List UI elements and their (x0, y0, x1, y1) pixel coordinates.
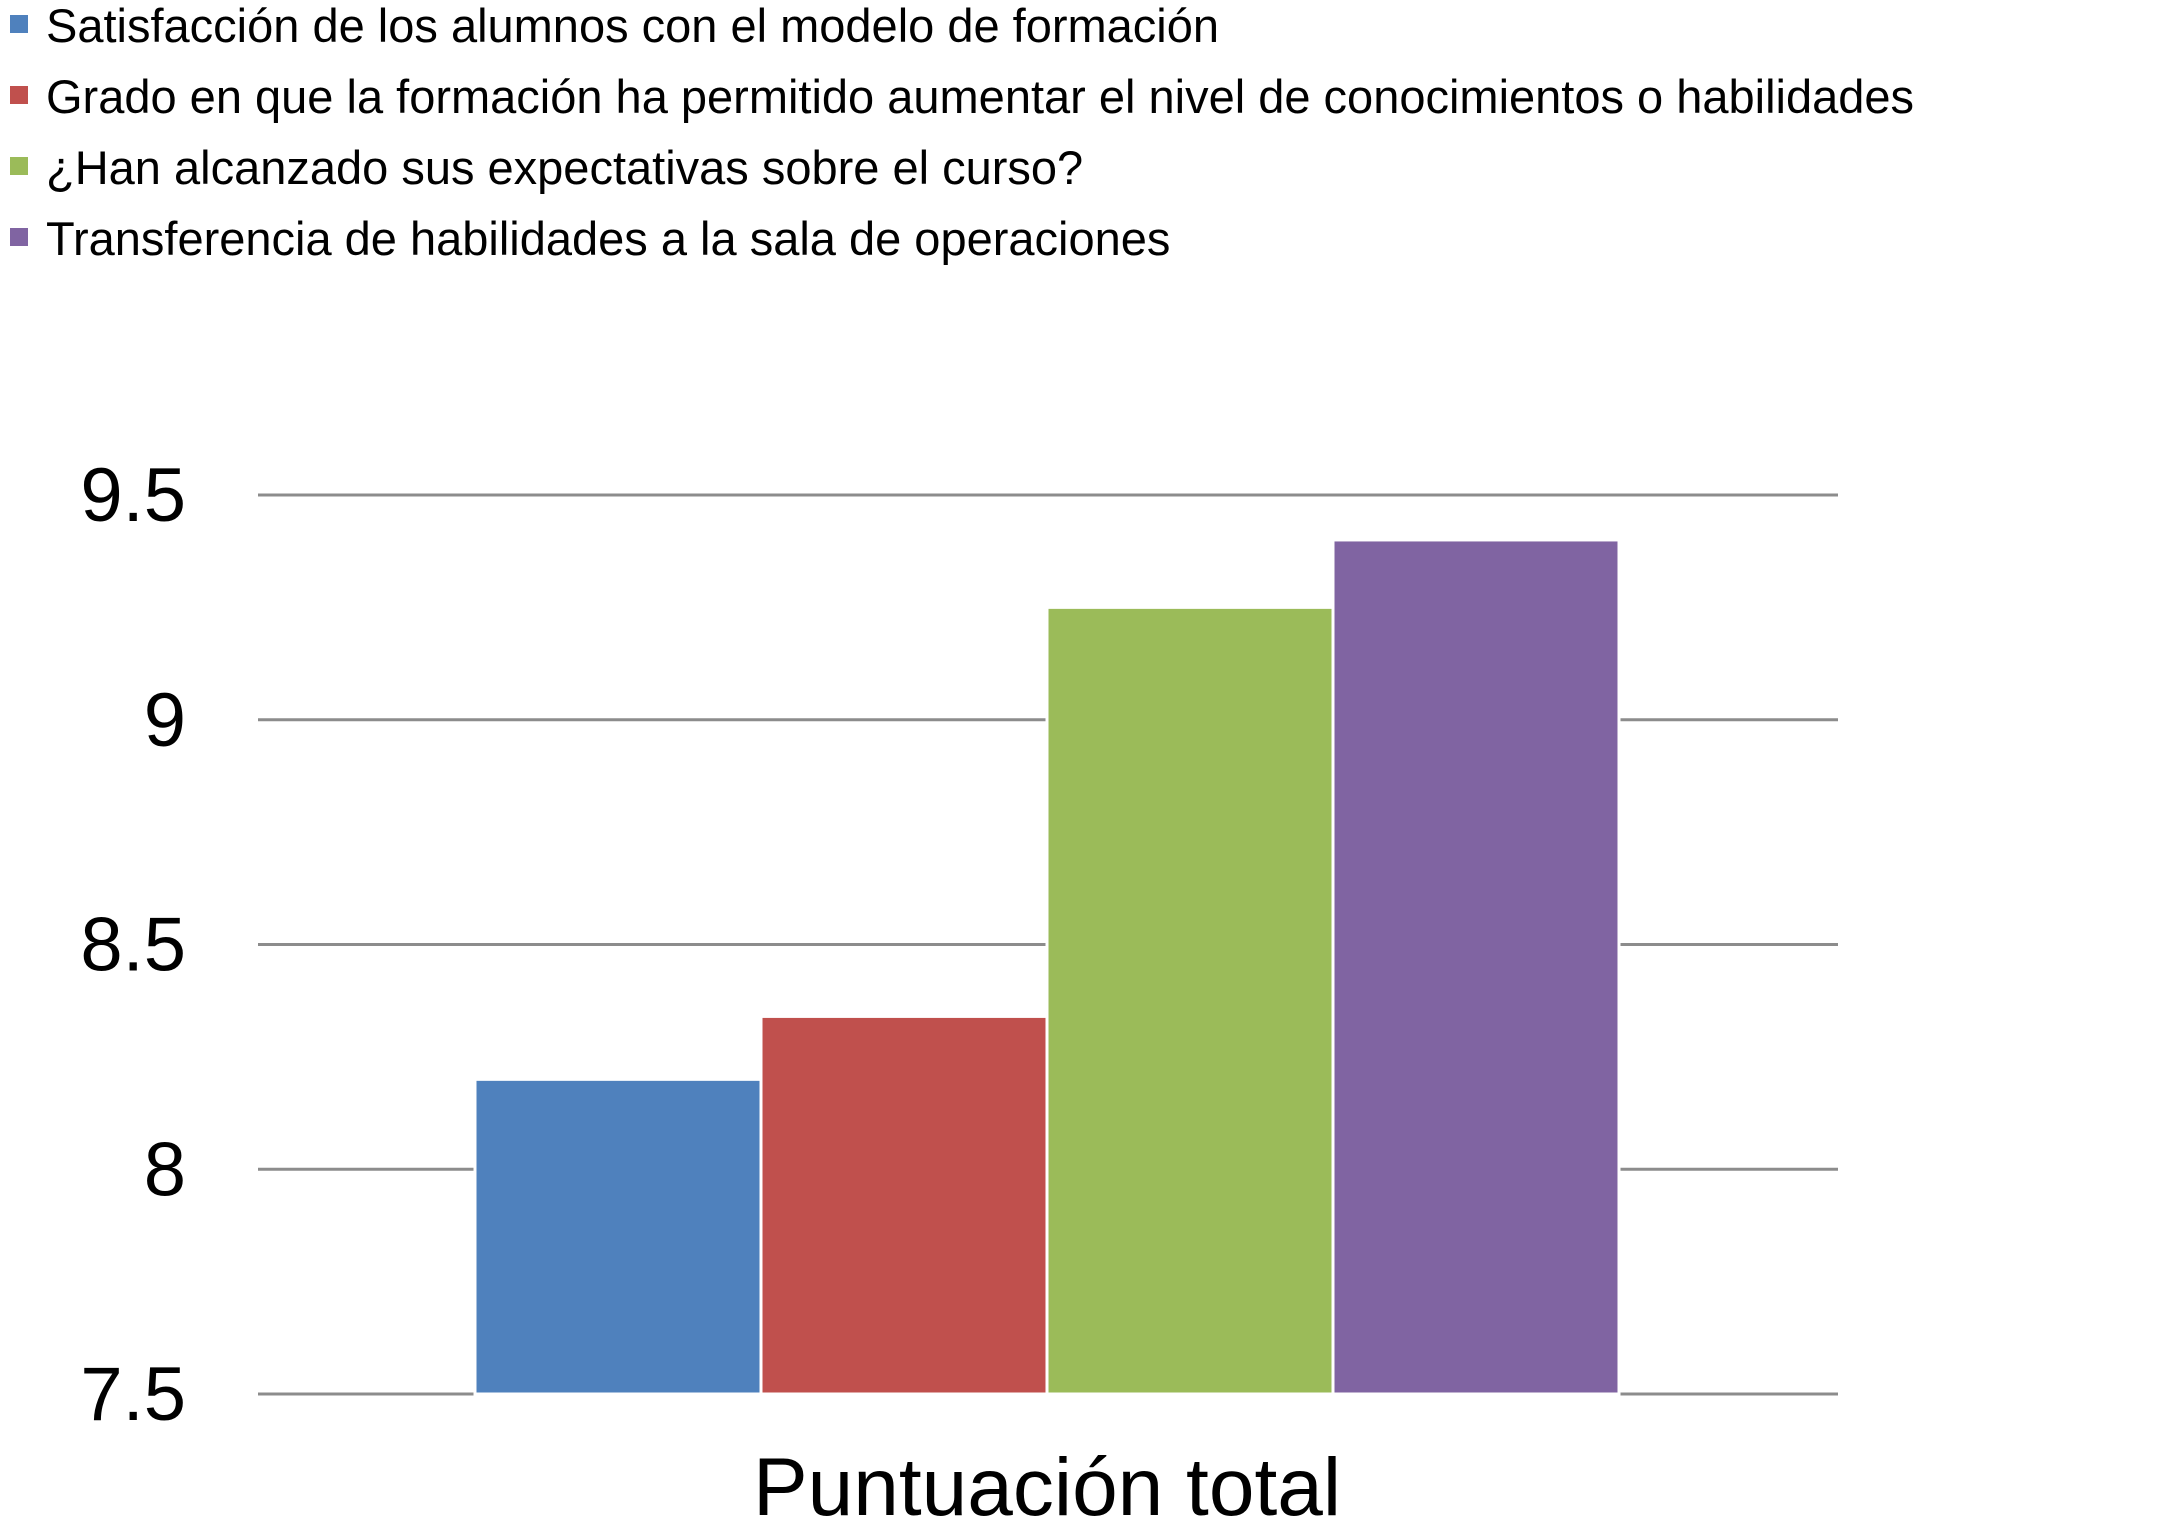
y-tick-label: 7.5 (80, 1352, 186, 1437)
legend-swatch-red (10, 86, 28, 104)
legend-label: Satisfacción de los alumnos con el model… (46, 0, 1220, 52)
y-tick-label: 8 (144, 1127, 186, 1212)
legend-label: ¿Han alcanzado sus expectativas sobre el… (46, 141, 1084, 194)
y-tick-label: 9 (144, 678, 186, 763)
legend-swatch-purple (10, 228, 28, 246)
legend-swatch-green (10, 157, 28, 175)
legend-label: Grado en que la formación ha permitido a… (46, 70, 1915, 123)
legend-label: Transferencia de habilidades a la sala d… (46, 212, 1171, 265)
bar (473, 1077, 763, 1396)
x-category-label: Puntuación total (753, 1442, 1341, 1519)
bar (1331, 538, 1621, 1396)
legend-swatch-blue (10, 15, 28, 33)
bar (1045, 605, 1335, 1396)
bar (759, 1014, 1049, 1396)
y-tick-label: 8.5 (80, 903, 186, 988)
y-tick-label: 9.5 (80, 453, 186, 538)
